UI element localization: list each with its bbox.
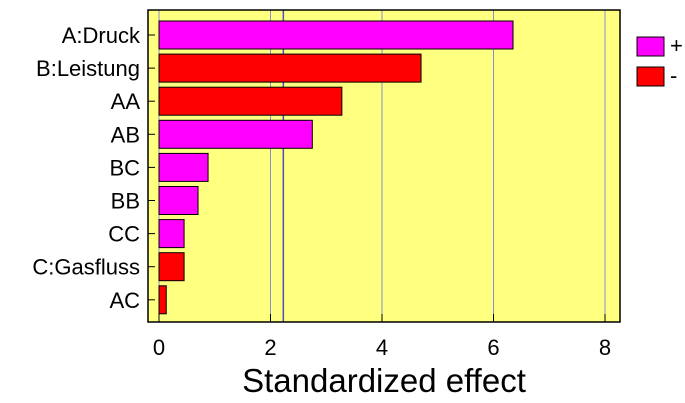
bars-layer bbox=[158, 20, 514, 315]
x-tick-label-2: 4 bbox=[376, 335, 388, 360]
legend-swatch-1 bbox=[636, 66, 665, 87]
bar-0 bbox=[158, 20, 514, 50]
y-tick-label-4: BC bbox=[109, 155, 140, 180]
bar-8 bbox=[158, 285, 167, 315]
x-axis-title: Standardized effect bbox=[242, 362, 526, 399]
y-tick-label-0: A:Druck bbox=[62, 23, 141, 48]
y-tick-label-5: BB bbox=[111, 189, 140, 214]
bar-4 bbox=[158, 152, 209, 182]
bar-1 bbox=[158, 53, 422, 83]
y-tick-label-7: C:Gasfluss bbox=[32, 255, 140, 280]
x-tick-layer: 0 2 4 6 8 bbox=[153, 314, 611, 360]
legend-swatch-0 bbox=[636, 36, 665, 57]
bar-6 bbox=[158, 219, 185, 249]
bar-3 bbox=[158, 119, 313, 149]
x-tick-label-1: 2 bbox=[264, 335, 276, 360]
y-tick-layer: A:Druck B:Leistung AA AB BC BB CC C:Gasfluss AC bbox=[32, 23, 155, 313]
legend-label-1: - bbox=[670, 63, 677, 88]
x-tick-label-3: 6 bbox=[487, 335, 499, 360]
x-tick-label-4: 8 bbox=[599, 335, 611, 360]
bar-7 bbox=[158, 252, 185, 282]
legend: +- bbox=[636, 33, 683, 88]
y-tick-label-8: AC bbox=[109, 288, 140, 313]
y-tick-label-1: B:Leistung bbox=[36, 56, 140, 81]
y-tick-label-2: AA bbox=[111, 89, 141, 114]
bar-2 bbox=[158, 86, 343, 116]
plot-frame bbox=[147, 9, 621, 323]
bar-5 bbox=[158, 186, 199, 215]
x-tick-label-0: 0 bbox=[153, 335, 165, 360]
y-tick-label-6: CC bbox=[108, 222, 140, 247]
y-tick-label-3: AB bbox=[111, 122, 140, 147]
legend-label-0: + bbox=[670, 33, 683, 58]
